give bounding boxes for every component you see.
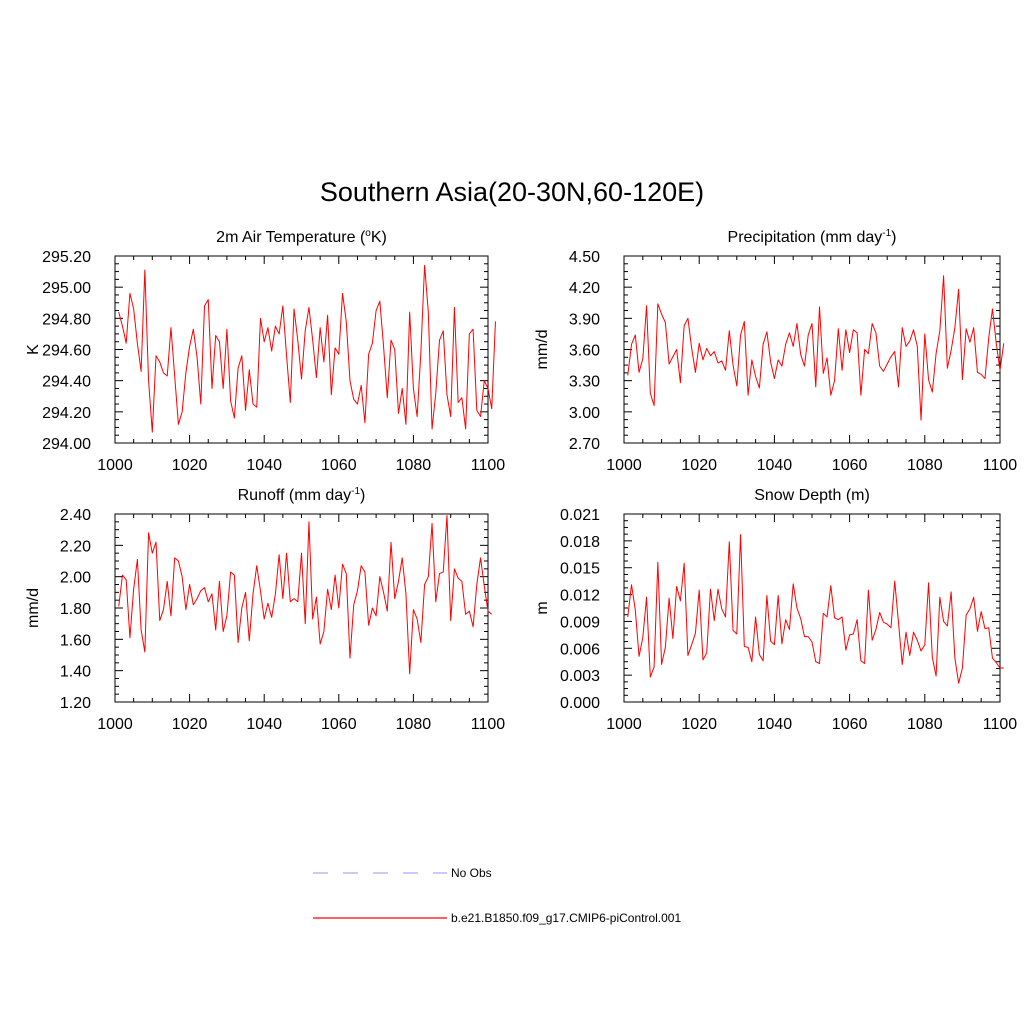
- y-tick-label: 294.60: [42, 343, 91, 360]
- x-tick-label: 1080: [396, 457, 432, 474]
- panel-precipitation: Precipitation (mm day-1) mm/d 1000 1020 1040…: [534, 228, 1017, 474]
- y-tick-label: 2.20: [60, 538, 91, 555]
- y-tick-label: 3.90: [569, 311, 600, 328]
- y-tick-label: 295.20: [42, 249, 91, 266]
- panel-title-end: ): [891, 229, 896, 246]
- x-tick-label: 1000: [606, 716, 642, 733]
- x-tick-label: 1080: [907, 716, 943, 733]
- plot-frame: [114, 513, 489, 703]
- x-tick-label: 1020: [172, 716, 208, 733]
- x-tick-label: 1060: [832, 716, 868, 733]
- y-tick-label: 0.015: [560, 561, 600, 578]
- panel-title: Runoff (mm day-1): [238, 486, 366, 504]
- y-tick-label: 0.006: [560, 641, 600, 658]
- y-tick-label: 0.003: [560, 668, 600, 685]
- panel-title-main: Snow Depth (m): [754, 487, 870, 504]
- y-tick-label: 1.80: [60, 601, 91, 618]
- y-axis-label: K: [25, 344, 42, 355]
- y-axis-label: mm/d: [25, 588, 42, 628]
- x-tick-label: 1000: [97, 716, 133, 733]
- y-axis-label: mm/d: [534, 330, 551, 370]
- x-tick-label: 1100: [983, 457, 1018, 474]
- y-tick-label: 3.00: [569, 405, 600, 422]
- y-tick-label: 294.80: [42, 311, 91, 328]
- series-line-model: [627, 275, 1005, 421]
- x-tick-label: 1060: [321, 716, 357, 733]
- panel-title: 2m Air Temperature (oK): [216, 228, 387, 246]
- panel-title-end: ): [360, 487, 365, 504]
- y-tick-label: 295.00: [42, 280, 91, 297]
- x-tick-label: 1040: [757, 457, 793, 474]
- x-tick-label: 1020: [681, 457, 717, 474]
- y-tick-label: 2.40: [60, 507, 91, 524]
- y-tick-label: 4.50: [569, 249, 600, 266]
- legend: No Obs b.e21.B1850.f09_g17.CMIP6-piContr…: [313, 866, 681, 925]
- y-tick-label: 4.20: [569, 280, 600, 297]
- plot-frame: [623, 513, 1001, 703]
- y-tick-label: 3.60: [569, 343, 600, 360]
- x-tick-label: 1080: [907, 457, 943, 474]
- y-tick-label: 294.20: [42, 405, 91, 422]
- y-tick-label: 2.70: [569, 436, 600, 453]
- panel-title-superscript: -1: [351, 486, 360, 497]
- x-tick-label: 1020: [172, 457, 208, 474]
- series-line-model: [118, 515, 493, 675]
- y-tick-label: 3.30: [569, 374, 600, 391]
- x-tick-label: 1040: [246, 716, 282, 733]
- x-tick-label: 1040: [757, 716, 793, 733]
- y-tick-label: 1.60: [60, 632, 91, 649]
- x-tick-label: 1040: [246, 457, 282, 474]
- panel-title-superscript: -1: [882, 228, 891, 239]
- y-axis-label: m: [534, 601, 551, 614]
- x-tick-label: 1100: [471, 457, 506, 474]
- series-line-model: [627, 534, 1004, 684]
- y-tick-label: 1.20: [60, 695, 91, 712]
- x-tick-label: 1100: [471, 716, 506, 733]
- panel-title-main: Runoff (mm day: [238, 487, 352, 504]
- x-tick-label: 1000: [606, 457, 642, 474]
- x-tick-label: 1100: [983, 716, 1018, 733]
- legend-label-obs: No Obs: [451, 866, 492, 880]
- panel-snow-depth: Snow Depth (m) m 1000 1020 1040 1060 1080 1100 0…: [534, 487, 1017, 733]
- x-tick-label: 1000: [97, 457, 133, 474]
- y-tick-label: 294.00: [42, 436, 91, 453]
- panel-title: Precipitation (mm day-1): [728, 228, 897, 246]
- panel-title-superscript: o: [365, 228, 371, 239]
- x-tick-label: 1060: [321, 457, 357, 474]
- panel-title-main: 2m Air Temperature (: [216, 229, 366, 246]
- legend-label-model: b.e21.B1850.f09_g17.CMIP6-piControl.001: [451, 911, 681, 925]
- y-tick-label: 0.009: [560, 614, 600, 631]
- panel-title-main: Precipitation (mm day: [728, 229, 883, 246]
- series-line-model: [118, 264, 496, 433]
- y-tick-label: 0.000: [560, 695, 600, 712]
- x-tick-label: 1060: [832, 457, 868, 474]
- panel-runoff: Runoff (mm day-1) mm/d 1000 1020 1040 1060 108…: [25, 486, 505, 733]
- panel-air-temperature: 2m Air Temperature (oK) K 1000 1020 1040 1060…: [25, 228, 505, 474]
- x-tick-label: 1080: [396, 716, 432, 733]
- y-tick-label: 0.018: [560, 534, 600, 551]
- y-tick-label: 1.40: [60, 664, 91, 681]
- figure-title: Southern Asia(20-30N,60-120E): [320, 177, 704, 207]
- panel-title: Snow Depth (m): [754, 487, 870, 504]
- panel-title-end: K): [371, 229, 387, 246]
- y-tick-label: 2.00: [60, 570, 91, 587]
- y-tick-label: 0.021: [560, 507, 600, 524]
- y-tick-label: 294.40: [42, 374, 91, 391]
- y-tick-label: 0.012: [560, 588, 600, 605]
- x-tick-label: 1020: [681, 716, 717, 733]
